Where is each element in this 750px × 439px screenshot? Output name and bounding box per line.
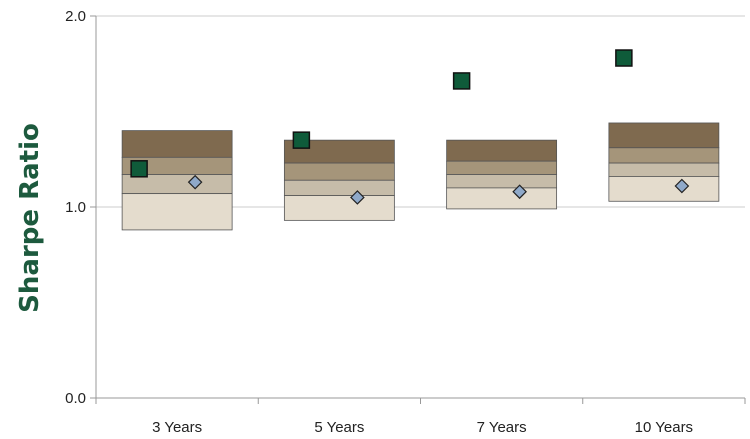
axis-layer: 0.0 1.0 2.0 3 Years 5 Years 7 Years 10 Years xyxy=(65,8,746,436)
band-25-5 xyxy=(283,195,395,221)
band-95-75 xyxy=(121,130,233,158)
diamond-marker xyxy=(512,184,527,200)
y-axis-label: Sharpe Ratio xyxy=(15,123,45,313)
band-layer xyxy=(121,122,720,231)
band-50-25 xyxy=(446,174,558,189)
band-25-5 xyxy=(608,176,720,202)
band-50-25 xyxy=(608,162,720,177)
band-75-50 xyxy=(446,160,558,175)
square-marker xyxy=(130,160,148,178)
diamond-marker xyxy=(350,190,365,205)
band-75-50 xyxy=(608,147,720,164)
band-95-75 xyxy=(446,139,558,162)
square-marker xyxy=(452,72,471,90)
band-25-5 xyxy=(121,193,233,231)
square-marker xyxy=(292,131,311,149)
x-tick-label: 7 Years xyxy=(477,419,527,436)
band-75-50 xyxy=(283,162,395,181)
band-25-5 xyxy=(446,187,558,210)
square-marker xyxy=(615,49,633,67)
y-tick-label: 1.0 xyxy=(65,199,86,216)
diamond-marker xyxy=(187,174,203,190)
y-tick-label: 2.0 xyxy=(65,8,86,25)
band-95-75 xyxy=(608,122,720,149)
x-tick-label: 5 Years xyxy=(314,419,364,436)
y-tick-label: 0.0 xyxy=(65,390,86,407)
diamond-marker xyxy=(674,178,690,194)
marker-layer xyxy=(130,49,690,205)
x-tick-label: 10 Years xyxy=(635,419,693,436)
x-tick-label: 3 Years xyxy=(152,419,202,436)
band-50-25 xyxy=(283,179,395,196)
